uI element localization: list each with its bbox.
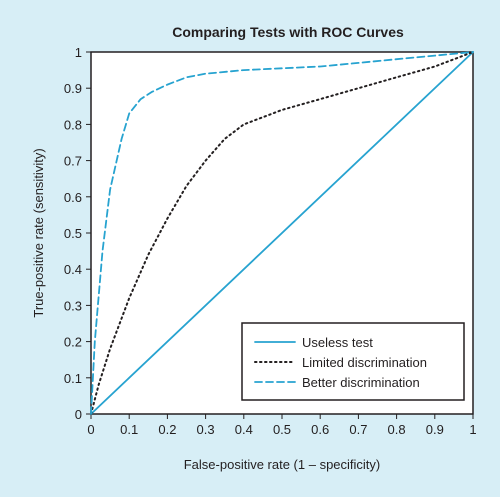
x-tick-label: 0.4 (235, 422, 253, 437)
legend-label: Limited discrimination (302, 355, 427, 370)
legend-items: Useless test Limited discrimination Better… (254, 335, 427, 390)
x-tick-label: 0.2 (158, 422, 176, 437)
y-tick-label: 1 (75, 45, 82, 60)
x-axis-ticks: 0 0.1 0.2 0.3 0.4 0.5 0.6 0.7 0.8 0.9 1 (87, 414, 477, 437)
y-tick-label: 0 (75, 407, 82, 422)
x-tick-label: 0.6 (311, 422, 329, 437)
y-tick-label: 0.2 (64, 335, 82, 350)
series-layer (90, 51, 474, 415)
y-axis-ticks: 0 0.1 0.2 0.3 0.4 0.5 0.6 0.7 0.8 0.9 1 (64, 45, 91, 422)
series-line-limited-discrimination (90, 51, 474, 415)
legend-label: Useless test (302, 335, 373, 350)
y-tick-label: 0.7 (64, 154, 82, 169)
x-tick-label: 0.3 (197, 422, 215, 437)
x-axis-label: False-positive rate (1 – specificity) (184, 457, 381, 472)
legend: Useless test Limited discrimination Better… (241, 322, 465, 401)
x-tick-label: 0.5 (273, 422, 291, 437)
y-tick-label: 0.8 (64, 117, 82, 132)
x-tick-label: 1 (469, 422, 476, 437)
y-tick-label: 0.3 (64, 298, 82, 313)
x-tick-label: 0 (87, 422, 94, 437)
y-axis-label: True-positive rate (sensitivity) (31, 148, 46, 317)
chart-title: Comparing Tests with ROC Curves (172, 24, 404, 40)
y-tick-label: 0.5 (64, 226, 82, 241)
y-tick-label: 0.9 (64, 81, 82, 96)
legend-label: Better discrimination (302, 375, 420, 390)
series-line-better-discrimination (90, 51, 474, 415)
x-tick-label: 0.7 (349, 422, 367, 437)
y-tick-label: 0.4 (64, 262, 82, 277)
series-line-useless-test (90, 51, 474, 415)
x-tick-label: 0.1 (120, 422, 138, 437)
x-tick-label: 0.8 (388, 422, 406, 437)
legend-box (241, 322, 465, 401)
y-tick-label: 0.6 (64, 190, 82, 205)
x-tick-label: 0.9 (426, 422, 444, 437)
y-tick-label: 0.1 (64, 371, 82, 386)
